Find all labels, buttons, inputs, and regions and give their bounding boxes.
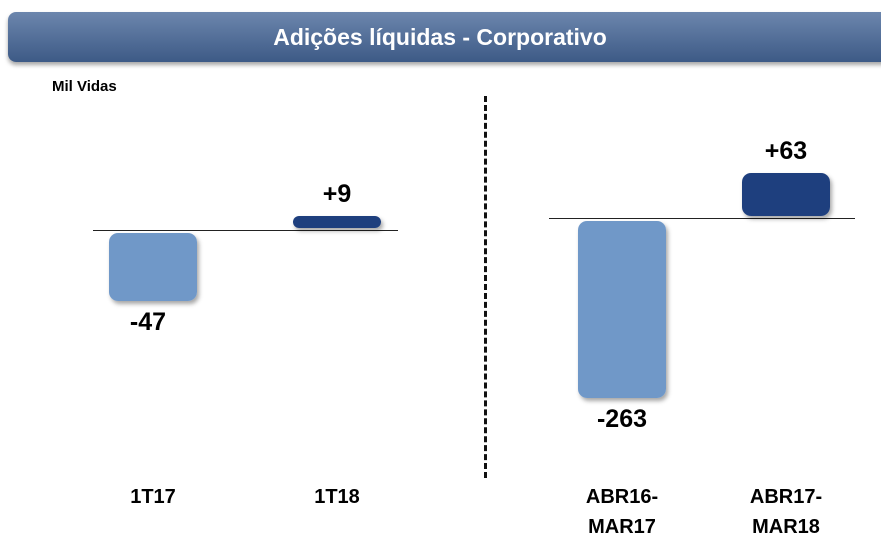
x-tick-label: 1T18 — [314, 486, 360, 508]
baseline — [549, 217, 855, 219]
bar — [742, 173, 830, 216]
bar — [109, 233, 197, 301]
title: Adições líquidas - Corporativo — [273, 24, 607, 50]
bar — [293, 215, 381, 229]
value-label: -47 — [129, 307, 167, 336]
value-label: +63 — [764, 137, 808, 166]
divider — [484, 96, 487, 478]
title-banner: Adições líquidas - Corporativo — [8, 12, 881, 62]
x-tick-label: ABR17-MAR18 — [749, 486, 823, 538]
value-label: -263 — [596, 404, 648, 433]
baseline — [93, 230, 398, 232]
x-tick-label: ABR16-MAR17 — [585, 486, 659, 538]
bar — [578, 220, 666, 398]
value-label: +9 — [322, 179, 352, 208]
x-tick-label: 1T17 — [130, 486, 176, 508]
unit-label: Mil Vidas — [52, 78, 117, 95]
